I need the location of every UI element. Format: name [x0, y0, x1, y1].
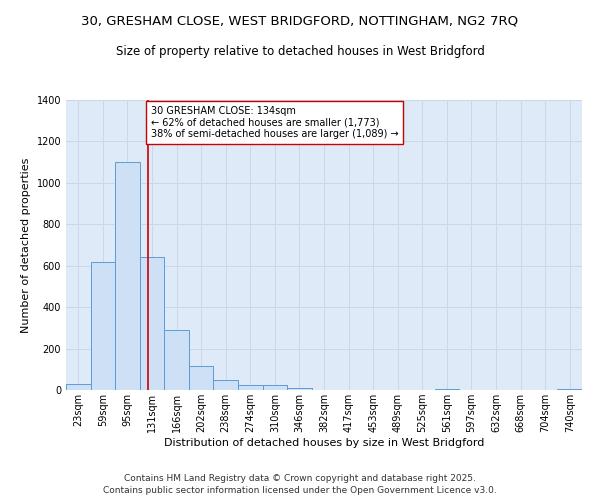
- Bar: [115, 162, 140, 390]
- Bar: [164, 330, 189, 390]
- Bar: [91, 262, 115, 390]
- X-axis label: Distribution of detached houses by size in West Bridgford: Distribution of detached houses by size …: [164, 438, 484, 448]
- Text: 30 GRESHAM CLOSE: 134sqm
← 62% of detached houses are smaller (1,773)
38% of sem: 30 GRESHAM CLOSE: 134sqm ← 62% of detach…: [151, 106, 398, 140]
- Y-axis label: Number of detached properties: Number of detached properties: [21, 158, 31, 332]
- Bar: [263, 386, 287, 390]
- Text: 30, GRESHAM CLOSE, WEST BRIDGFORD, NOTTINGHAM, NG2 7RQ: 30, GRESHAM CLOSE, WEST BRIDGFORD, NOTTI…: [82, 15, 518, 28]
- Bar: [140, 258, 164, 390]
- Bar: [189, 366, 214, 390]
- Bar: [238, 386, 263, 390]
- Text: Contains HM Land Registry data © Crown copyright and database right 2025.
Contai: Contains HM Land Registry data © Crown c…: [103, 474, 497, 495]
- Bar: [214, 380, 238, 390]
- Bar: [434, 389, 459, 390]
- Bar: [66, 384, 91, 390]
- Text: Size of property relative to detached houses in West Bridgford: Size of property relative to detached ho…: [116, 45, 484, 58]
- Bar: [287, 388, 312, 390]
